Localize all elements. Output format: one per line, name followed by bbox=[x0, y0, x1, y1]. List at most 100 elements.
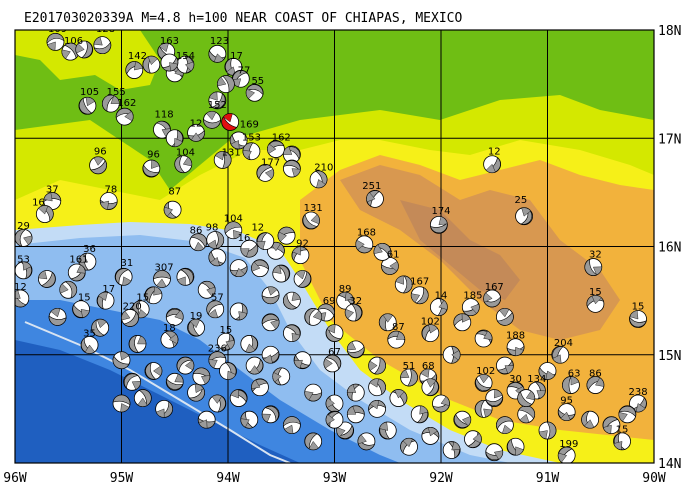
event-depth-label: 51 bbox=[403, 361, 416, 372]
beachball bbox=[208, 351, 227, 370]
beachball bbox=[142, 159, 161, 178]
latitude-label: 14N bbox=[658, 457, 681, 472]
beachball bbox=[378, 313, 397, 332]
event-depth-label: 68 bbox=[422, 361, 435, 372]
beachball bbox=[517, 405, 536, 424]
longitude-label: 96W bbox=[3, 471, 27, 486]
beachball bbox=[506, 437, 525, 456]
beachball bbox=[251, 259, 269, 278]
event-depth-label: 86 bbox=[589, 368, 602, 379]
beachball bbox=[389, 389, 408, 407]
beachball bbox=[216, 75, 235, 94]
beachball bbox=[557, 446, 576, 463]
latitude-labels: 18N 17N 16N 15N 14N bbox=[658, 24, 681, 472]
beachball bbox=[206, 300, 225, 319]
event-depth-label: 174 bbox=[431, 206, 450, 217]
beachball bbox=[282, 159, 301, 178]
event-depth-label: 123 bbox=[210, 36, 229, 47]
beachball bbox=[474, 329, 493, 348]
longitude-labels: 96W 95W 94W 93W 92W 91W 90W bbox=[3, 471, 666, 486]
beachball bbox=[453, 410, 472, 429]
beachball bbox=[99, 192, 118, 210]
beachball bbox=[153, 270, 171, 288]
beachball bbox=[282, 145, 301, 164]
beachball bbox=[245, 83, 264, 102]
beachball bbox=[261, 405, 280, 424]
event-depth-label: 169 bbox=[240, 119, 259, 130]
beachball bbox=[557, 403, 576, 422]
event-depth-label: 142 bbox=[128, 51, 147, 62]
beachball bbox=[584, 258, 603, 276]
beachball bbox=[368, 378, 387, 397]
beachball bbox=[400, 368, 418, 387]
beachball bbox=[229, 131, 248, 150]
beachball bbox=[144, 362, 163, 380]
beachball bbox=[282, 324, 301, 343]
longitude-label: 90W bbox=[642, 471, 666, 486]
event-depth-label: 87 bbox=[392, 322, 405, 333]
beachball bbox=[101, 94, 120, 113]
beachball bbox=[562, 376, 580, 394]
event-depth-label: 168 bbox=[357, 228, 376, 239]
event-depth-label: 185 bbox=[463, 290, 482, 301]
beachball bbox=[251, 378, 269, 397]
beachball bbox=[261, 286, 280, 305]
event-depth-label: 102 bbox=[421, 316, 440, 327]
event-depth-label: 57 bbox=[211, 293, 224, 304]
beachball bbox=[277, 226, 296, 245]
longitude-label: 92W bbox=[429, 471, 453, 486]
event-depth-label: 154 bbox=[176, 51, 195, 62]
beachball bbox=[165, 372, 184, 391]
beachball bbox=[240, 239, 259, 258]
beachball bbox=[114, 267, 133, 286]
event-depth-label: 36 bbox=[83, 244, 96, 255]
beachball bbox=[61, 42, 80, 61]
beachball bbox=[133, 389, 152, 407]
beachball bbox=[485, 389, 504, 407]
beachball bbox=[80, 336, 99, 354]
beachball bbox=[336, 421, 355, 440]
beachball bbox=[91, 318, 110, 337]
beachball bbox=[517, 389, 536, 407]
beachball bbox=[272, 367, 291, 386]
beachball bbox=[187, 383, 205, 402]
event-depth-label: 77 bbox=[238, 65, 251, 76]
beachball bbox=[15, 228, 33, 247]
beachball bbox=[485, 443, 504, 462]
beachball bbox=[125, 61, 144, 79]
beachball bbox=[538, 362, 557, 380]
event-depth-label: 162 bbox=[117, 98, 136, 109]
beachball bbox=[115, 107, 134, 126]
latitude-label: 15N bbox=[658, 349, 681, 364]
beachball bbox=[165, 129, 184, 148]
beachball bbox=[256, 163, 275, 182]
beachball bbox=[15, 261, 33, 280]
event-depth-label: 63 bbox=[568, 368, 581, 379]
beachball bbox=[325, 324, 344, 343]
orange-elevation-area bbox=[300, 155, 654, 440]
event-depth-label: 104 bbox=[224, 214, 243, 225]
event-depth-label: 15 bbox=[632, 301, 645, 312]
event-depth-label: 25 bbox=[515, 195, 528, 206]
beachball bbox=[229, 259, 248, 278]
beachball bbox=[261, 345, 280, 364]
focal-mechanisms bbox=[15, 33, 647, 463]
event-depth-label: 131 bbox=[304, 203, 323, 214]
event-depth-label: 131 bbox=[222, 148, 241, 159]
event-depth-label: 15 bbox=[616, 425, 629, 436]
event-depth-label: 109 bbox=[48, 24, 67, 35]
beachball bbox=[495, 307, 514, 326]
beachball bbox=[515, 207, 533, 226]
event-depth-label: 238 bbox=[628, 387, 647, 398]
event-depth-label: 251 bbox=[362, 181, 381, 192]
longitude-label: 94W bbox=[216, 471, 240, 486]
beachball bbox=[208, 394, 227, 413]
beachball bbox=[160, 53, 179, 72]
event-depth-label: 104 bbox=[176, 148, 195, 159]
event-depth-label: 15 bbox=[136, 293, 149, 304]
beachball bbox=[346, 340, 365, 359]
beachball bbox=[373, 243, 392, 261]
latitude-label: 16N bbox=[658, 241, 681, 256]
event-depth-label: 162 bbox=[272, 132, 291, 143]
